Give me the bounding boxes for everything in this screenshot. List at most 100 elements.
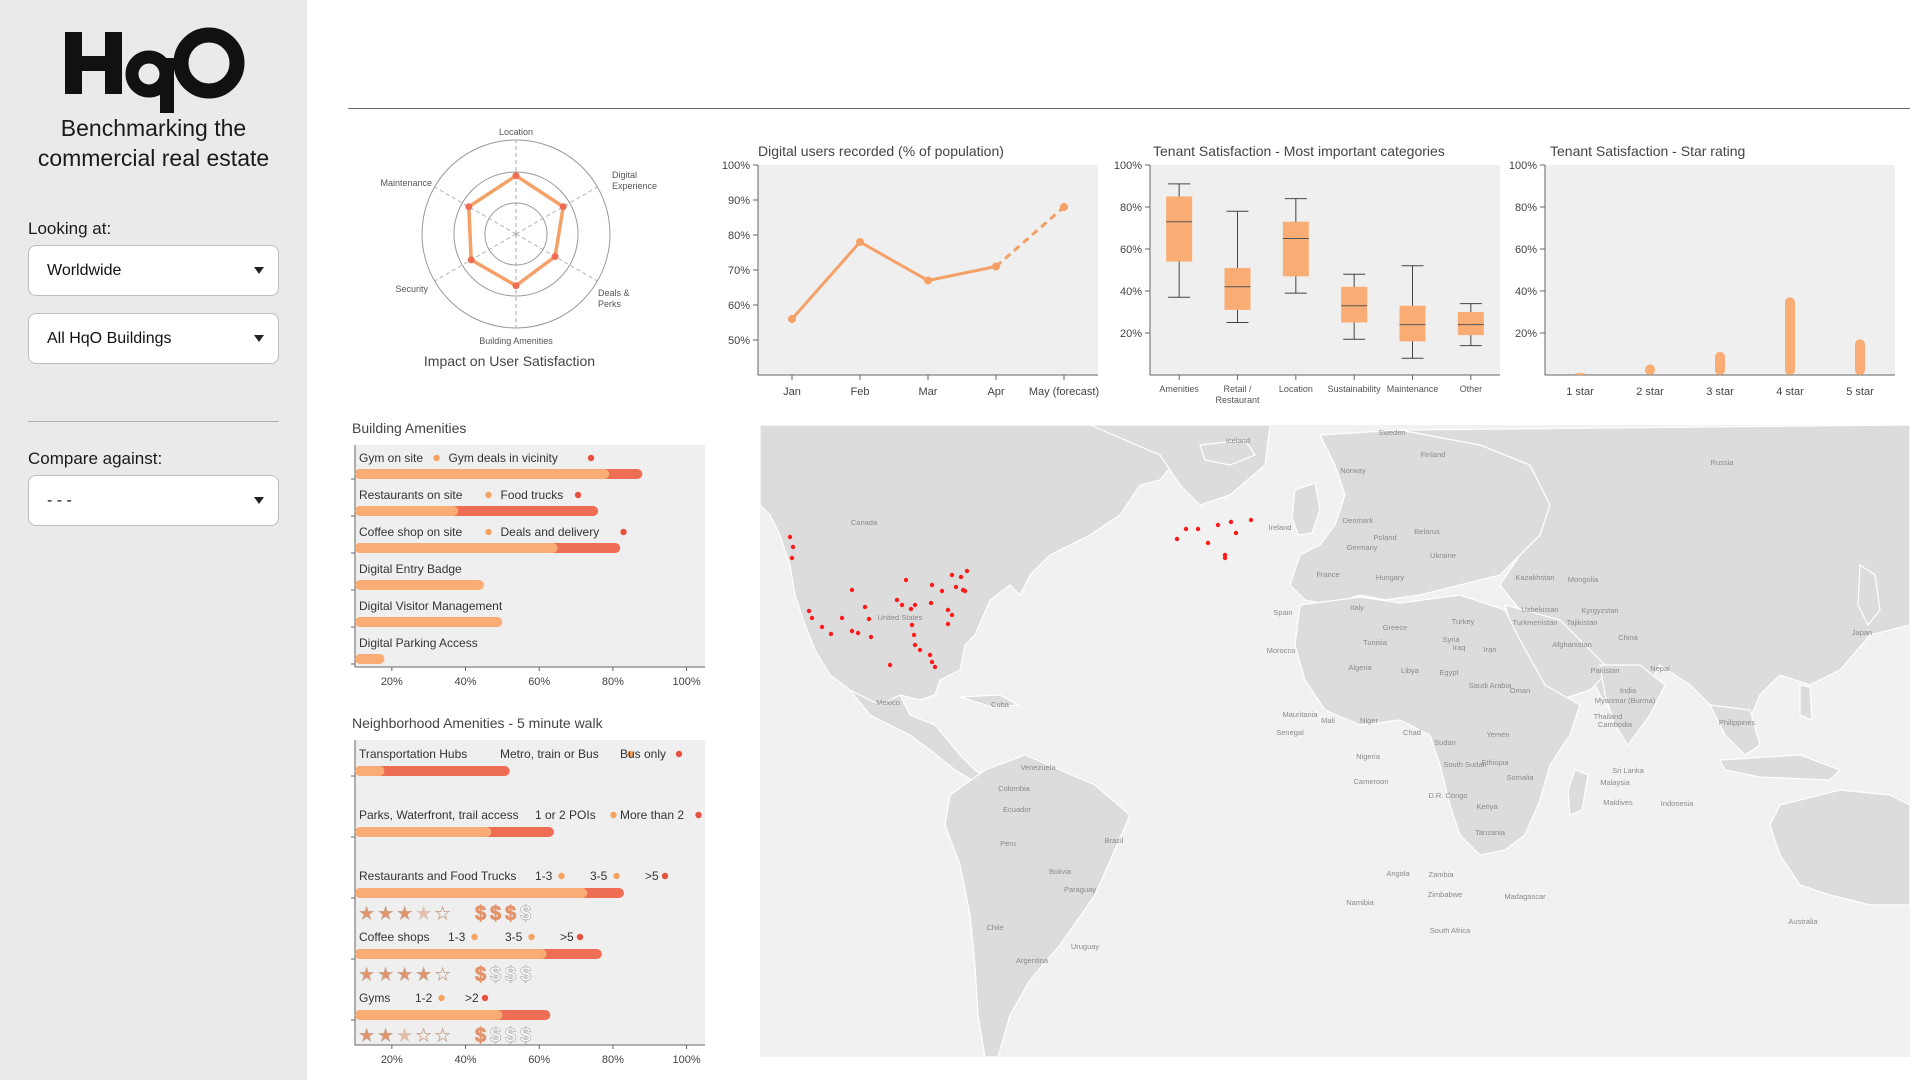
x-tick-label: May (forecast) — [1029, 386, 1099, 398]
neighborhood-tag: 3-5 — [505, 930, 523, 944]
australia-landmass — [1769, 789, 1910, 906]
location-marker — [1222, 555, 1228, 561]
amen-background — [355, 445, 705, 667]
neighborhood-tag: 1-2 — [415, 991, 433, 1005]
legend-dot — [438, 994, 445, 1002]
building-select[interactable]: All HqO Buildings — [28, 313, 279, 364]
map-country-label: Poland — [1373, 533, 1396, 542]
star-icon: ★ — [435, 965, 450, 985]
dollar-icon: $ — [505, 903, 516, 925]
map-country-label: Canada — [851, 518, 878, 527]
box-iqr — [1166, 196, 1193, 262]
x-tick-label: Other — [1460, 384, 1483, 394]
compare-select[interactable]: - - - — [28, 475, 279, 526]
amenity-secondary-label: Gym deals in vicinity — [449, 451, 558, 465]
region-select[interactable]: Worldwide — [28, 245, 279, 296]
amenity-secondary-label: Food trucks — [501, 488, 564, 502]
map-country-label: Uruguay — [1071, 942, 1100, 951]
compare-label: Compare against: — [28, 449, 163, 468]
location-marker — [928, 600, 934, 606]
legend-dot — [695, 811, 702, 819]
neighborhood-amenities-chart: 20% 40% 60% 80% 100% Transportation Hubs Metro… — [351, 740, 705, 1066]
map-country-label: Saudi Arabia — [1469, 681, 1512, 690]
radar-axis-label: Building Amenities — [479, 336, 553, 346]
map-country-label: Afghanistan — [1552, 640, 1592, 649]
dollar-icon: $ — [475, 964, 486, 986]
cuba-landmass — [959, 694, 1021, 708]
location-marker — [958, 574, 964, 580]
legend-dot — [481, 994, 489, 1002]
world-map-svg: Iceland Sweden Finland Norway Russia Denmark I… — [760, 425, 1910, 1057]
radar-spoke — [515, 186, 598, 235]
location-marker — [929, 582, 935, 588]
line-point — [992, 262, 1000, 271]
radar-axis-label: Deals & — [598, 288, 630, 298]
map-country-label: Tunisia — [1363, 638, 1388, 647]
star-icon: ★ — [359, 965, 374, 985]
amenity-secondary-label: Deals and delivery — [501, 525, 600, 539]
x-tick-label: Jan — [783, 386, 801, 398]
africa-landmass — [1294, 594, 1581, 856]
map-country-label: Zambia — [1428, 870, 1454, 879]
legend-dot — [558, 872, 565, 880]
x-tick-label: 60% — [528, 1054, 550, 1066]
amenity-label: Digital Visitor Management — [359, 599, 503, 613]
x-tick-label: Restaurant — [1215, 395, 1260, 405]
x-tick-label: Mar — [919, 386, 938, 398]
map-country-label: Cameroon — [1353, 777, 1388, 786]
location-marker — [855, 630, 861, 636]
star-icon: ★ — [359, 904, 374, 924]
location-marker — [908, 606, 914, 612]
map-country-label: Venezuela — [1020, 763, 1056, 772]
y-tick-label: 60% — [728, 300, 750, 312]
south-america-landmass — [944, 754, 1131, 1057]
amenity-label: Digital Parking Access — [359, 636, 478, 650]
x-tick-label: 4 star — [1776, 386, 1804, 398]
radar-point — [467, 256, 475, 264]
map-country-label: Somalia — [1506, 773, 1534, 782]
map-country-label: Finland — [1421, 450, 1446, 459]
star-icon: ★ — [416, 965, 431, 985]
location-marker — [1233, 530, 1239, 536]
digital-users-line-chart: 100% 90% 80% 70% 60% 50% Jan Feb Mar Apr May (fore… — [722, 160, 1099, 398]
y-tick-label: 70% — [728, 265, 750, 277]
region-select-value: Worldwide — [47, 262, 122, 279]
star-icon: ★ — [378, 965, 393, 985]
location-marker — [912, 642, 918, 648]
location-marker — [912, 602, 918, 608]
neighborhood-tag: >5 — [560, 930, 574, 944]
location-marker — [949, 612, 955, 618]
india-landmass — [1599, 664, 1666, 747]
box-iqr — [1282, 221, 1309, 277]
map-country-label: Egypt — [1439, 668, 1459, 677]
legend-dot-short — [485, 528, 492, 536]
star-icon: ★ — [416, 1026, 431, 1046]
location-marker — [1195, 526, 1201, 532]
world-map[interactable]: Iceland Sweden Finland Norway Russia Denmark I… — [760, 425, 1910, 1057]
y-tick-label: 60% — [1120, 244, 1142, 256]
legend-dot-short — [485, 491, 492, 499]
location-marker — [903, 577, 909, 583]
radar-point — [512, 282, 520, 290]
radar-point — [559, 203, 567, 211]
location-marker — [828, 631, 834, 637]
map-country-label: Kenya — [1476, 802, 1498, 811]
neighborhood-tag: >5 — [645, 869, 659, 883]
indonesia-landmass — [1719, 754, 1842, 781]
radar-point — [465, 203, 473, 211]
radar-point — [512, 172, 520, 180]
british-isles-landmass — [1291, 482, 1321, 536]
x-tick-label: 60% — [528, 676, 550, 688]
star-bar — [1715, 351, 1725, 375]
chevron-down-icon — [254, 497, 264, 504]
radar-axis-label: Location — [499, 127, 533, 137]
neighborhood-tag: Bus only — [620, 747, 666, 761]
box-chart-axis — [1149, 165, 1500, 376]
map-country-label: Sri Lanka — [1612, 766, 1645, 775]
x-tick-label: 40% — [455, 1054, 477, 1066]
location-marker — [964, 568, 970, 574]
amen-axis — [354, 445, 705, 668]
box-iqr — [1399, 305, 1426, 342]
legend-dot — [675, 750, 683, 758]
x-tick-label: 100% — [673, 1054, 701, 1066]
